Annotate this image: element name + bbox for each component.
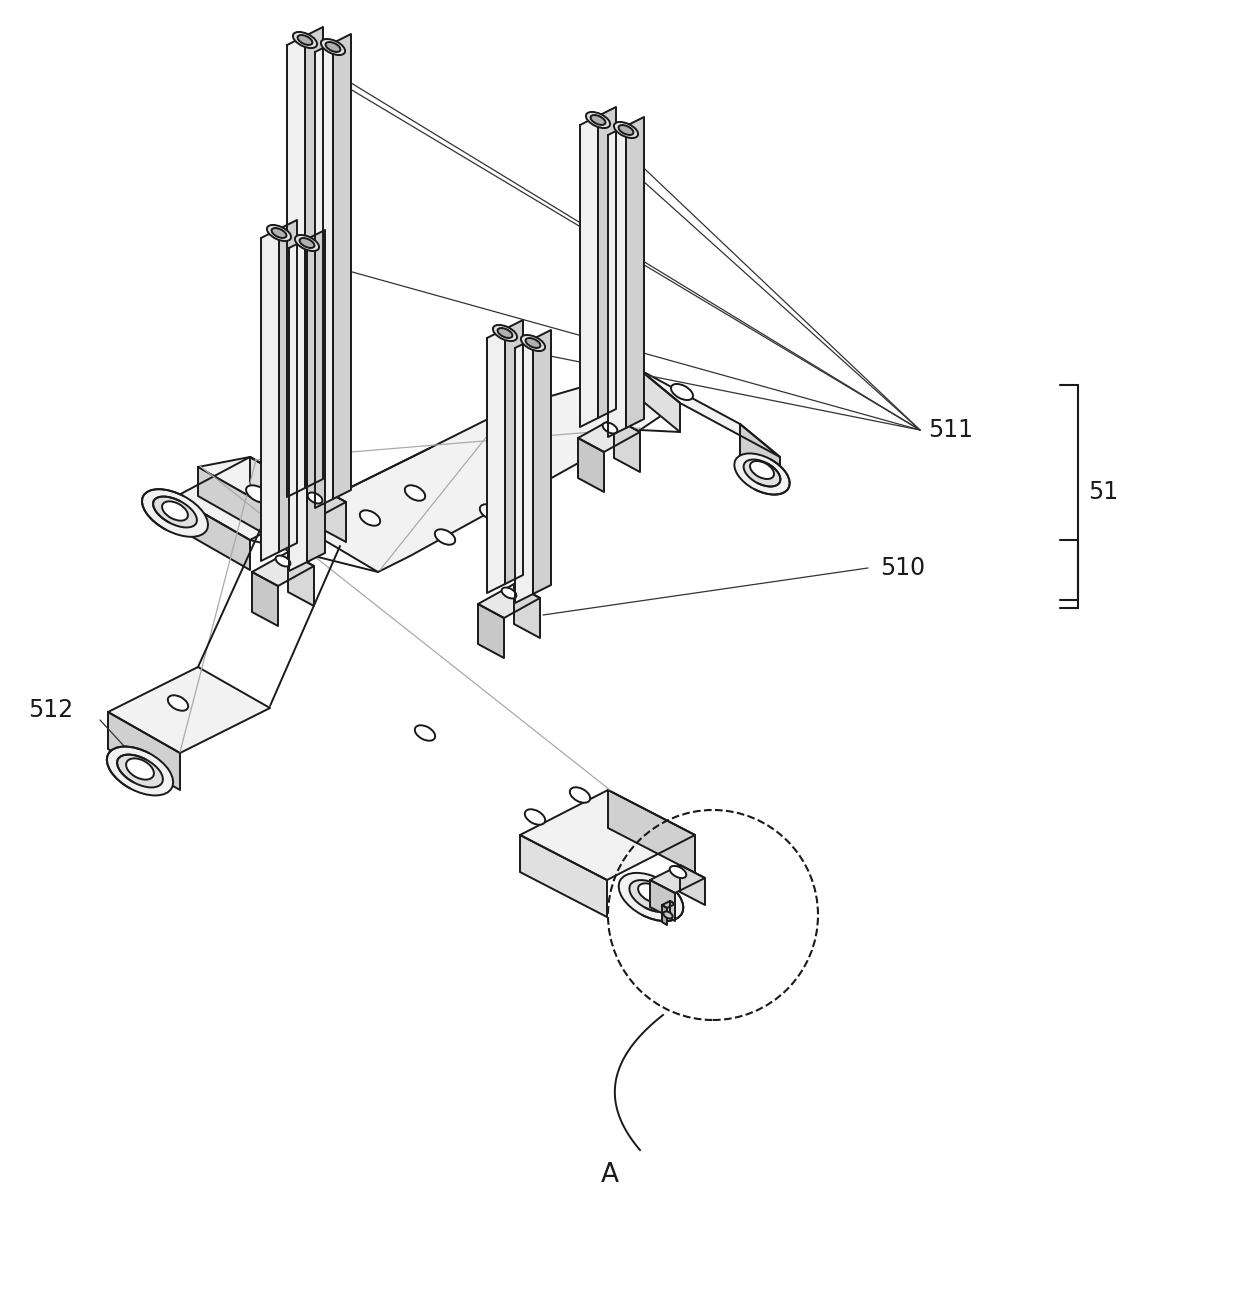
Ellipse shape [497,328,512,337]
Polygon shape [662,900,675,908]
Ellipse shape [639,883,663,903]
Polygon shape [283,508,309,562]
Polygon shape [670,900,675,921]
Polygon shape [288,552,314,606]
Ellipse shape [750,461,774,480]
Ellipse shape [143,489,208,537]
Ellipse shape [404,485,425,500]
Polygon shape [614,418,640,472]
Ellipse shape [293,33,317,48]
Text: 510: 510 [880,556,925,580]
Ellipse shape [619,125,634,136]
Polygon shape [477,605,503,658]
Text: 512: 512 [29,698,73,722]
Ellipse shape [744,460,780,486]
Polygon shape [640,370,780,457]
Ellipse shape [275,555,290,567]
Ellipse shape [267,225,291,241]
Ellipse shape [587,112,610,128]
Ellipse shape [521,335,546,351]
Polygon shape [305,27,322,489]
Ellipse shape [107,747,174,795]
Polygon shape [578,418,640,452]
Polygon shape [252,552,314,586]
Text: 51: 51 [1087,480,1118,504]
Ellipse shape [298,35,312,46]
Polygon shape [320,489,346,542]
Polygon shape [289,238,308,571]
Polygon shape [175,496,250,569]
Polygon shape [477,584,539,618]
Ellipse shape [295,235,319,251]
Ellipse shape [734,453,790,495]
Ellipse shape [590,115,605,125]
Ellipse shape [321,39,345,55]
Polygon shape [515,339,533,603]
Polygon shape [520,835,608,917]
Polygon shape [640,370,680,433]
Polygon shape [578,438,604,493]
Ellipse shape [526,337,541,348]
Polygon shape [505,321,523,584]
Ellipse shape [570,787,590,803]
Ellipse shape [619,873,683,921]
Ellipse shape [663,912,672,919]
Ellipse shape [162,502,188,521]
Polygon shape [662,906,667,925]
Ellipse shape [603,422,618,434]
Polygon shape [175,457,325,539]
Ellipse shape [153,496,197,528]
Polygon shape [283,489,346,523]
Polygon shape [198,466,270,537]
Polygon shape [680,865,706,906]
Polygon shape [315,43,334,508]
Polygon shape [740,423,780,493]
Ellipse shape [300,238,315,248]
Ellipse shape [671,384,693,400]
Ellipse shape [480,504,500,520]
Polygon shape [608,126,626,437]
Ellipse shape [308,493,322,503]
Ellipse shape [360,511,381,525]
Polygon shape [252,572,278,625]
Ellipse shape [126,758,154,779]
Ellipse shape [415,726,435,740]
Polygon shape [533,330,551,594]
Ellipse shape [246,485,270,503]
Ellipse shape [525,809,546,825]
Ellipse shape [630,880,672,912]
Polygon shape [626,117,644,427]
Ellipse shape [272,228,286,238]
Polygon shape [520,790,694,880]
Polygon shape [279,220,298,552]
Polygon shape [334,34,351,499]
Polygon shape [108,711,180,790]
Polygon shape [608,790,694,873]
Polygon shape [250,457,325,530]
Polygon shape [487,328,505,593]
Polygon shape [286,36,305,496]
Polygon shape [650,865,706,893]
Polygon shape [260,229,279,562]
Ellipse shape [670,866,686,878]
Polygon shape [650,880,675,920]
Polygon shape [308,231,325,562]
Polygon shape [515,584,539,638]
Polygon shape [108,667,270,753]
Ellipse shape [614,122,639,138]
Polygon shape [580,116,598,427]
Text: A: A [601,1162,619,1188]
Ellipse shape [326,42,341,52]
Text: 511: 511 [928,418,973,442]
Polygon shape [198,370,680,572]
Ellipse shape [117,754,162,787]
Ellipse shape [494,324,517,341]
Ellipse shape [435,529,455,545]
Ellipse shape [502,588,516,598]
Polygon shape [598,107,616,418]
Ellipse shape [167,696,188,710]
